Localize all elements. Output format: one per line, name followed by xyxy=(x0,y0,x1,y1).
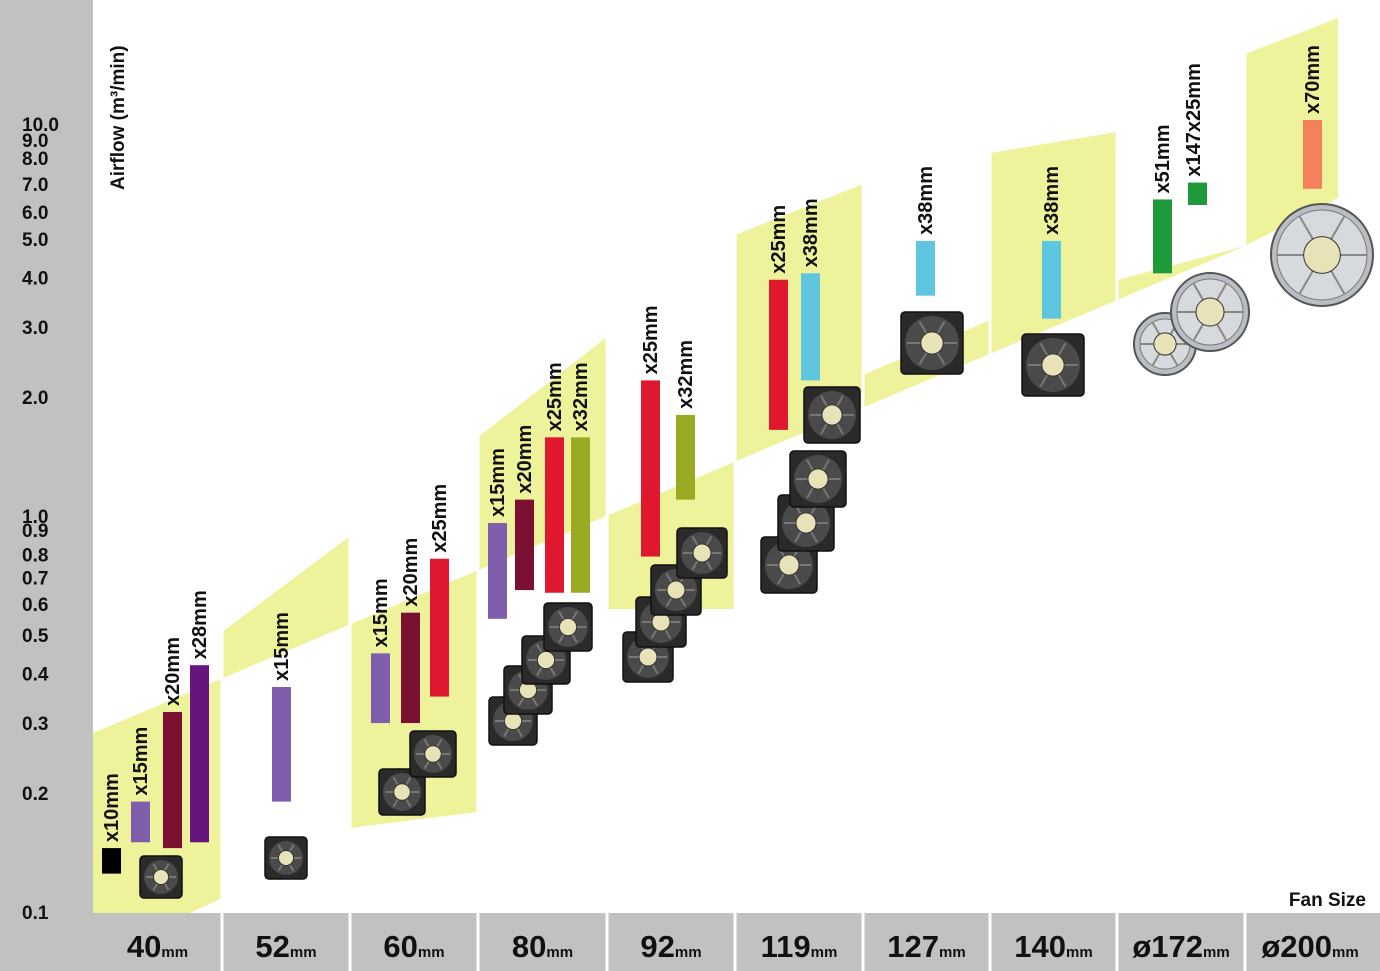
fan-140mm-icon xyxy=(1021,333,1085,397)
y-tick-label: 10.0 xyxy=(22,115,59,136)
y-tick-label: 0.9 xyxy=(22,521,48,542)
bar-60mm-x20mm xyxy=(401,612,420,724)
y-tick-label: 1.0 xyxy=(22,507,48,528)
bar-ø200mm-x70mm xyxy=(1303,120,1322,189)
bar-40mm-x10mm xyxy=(102,848,121,874)
bar-92mm-x32mm xyxy=(676,414,695,500)
bar-label: x20mm xyxy=(162,637,184,706)
y-tick-label: 9.0 xyxy=(22,131,48,152)
y-tick-label: 6.0 xyxy=(22,203,48,224)
fan-200mm-icon xyxy=(1270,203,1374,307)
fan-80mm-icon xyxy=(543,602,593,652)
bar-label: x25mm xyxy=(640,305,662,374)
bar-label: x15mm xyxy=(271,612,293,681)
bar-60mm-x25mm xyxy=(430,558,449,697)
fan-92mm-icon xyxy=(650,564,702,616)
y-tick-label: 0.2 xyxy=(22,784,48,805)
bar-label: x25mm xyxy=(429,484,451,553)
fan-127mm-icon xyxy=(900,311,964,375)
y-tick-label: 7.0 xyxy=(22,175,48,196)
bar-label: x51mm xyxy=(1152,125,1174,194)
fan-119mm-icon xyxy=(789,450,847,508)
bar-label: x20mm xyxy=(400,538,422,607)
category-label: 119mm xyxy=(761,929,838,964)
y-tick-label: 0.6 xyxy=(22,595,48,616)
bar-ø172mm-x147x25mm xyxy=(1188,182,1207,206)
bar-ø172mm-x51mm xyxy=(1153,199,1172,274)
category-label: 40mm xyxy=(127,929,188,964)
y-tick-label: 5.0 xyxy=(22,230,48,251)
bar-label: x25mm xyxy=(768,205,790,274)
y-tick-label: 0.4 xyxy=(22,665,49,686)
bar-80mm-x20mm xyxy=(515,499,534,591)
fan-52mm-icon xyxy=(264,836,308,880)
category-label: 52mm xyxy=(255,929,316,964)
bar-label: x70mm xyxy=(1302,45,1324,114)
category-label: 140mm xyxy=(1014,929,1092,964)
bar-140mm-x38mm xyxy=(1042,240,1061,319)
fan-119mm-icon xyxy=(803,386,861,444)
bar-119mm-x25mm xyxy=(769,279,788,430)
bar-label: x25mm xyxy=(544,362,566,431)
bar-label: x15mm xyxy=(487,448,509,517)
fan-92mm-icon xyxy=(676,527,728,579)
bar-40mm-x15mm xyxy=(131,801,150,843)
x-axis-title: Fan Size xyxy=(1289,890,1366,911)
category-label: ø200mm xyxy=(1261,929,1358,964)
bar-80mm-x25mm xyxy=(545,437,564,593)
bar-label: x38mm xyxy=(1041,166,1063,235)
bar-label: x38mm xyxy=(800,198,822,267)
y-tick-label: 4.0 xyxy=(22,269,48,290)
bar-92mm-x25mm xyxy=(641,380,660,557)
category-label: 60mm xyxy=(383,929,444,964)
category-label: 92mm xyxy=(640,929,701,964)
bar-label: x28mm xyxy=(189,590,211,659)
fan-60mm-icon xyxy=(378,768,426,816)
y-tick-label: 0.8 xyxy=(22,545,48,566)
bar-80mm-x32mm xyxy=(571,437,590,593)
y-axis-panel xyxy=(0,0,93,971)
bar-label: x15mm xyxy=(370,578,392,647)
category-label: 80mm xyxy=(512,929,573,964)
category-label: 127mm xyxy=(887,929,965,964)
bar-label: x147x25mm xyxy=(1183,63,1205,176)
bar-label: x15mm xyxy=(130,727,152,796)
bar-80mm-x15mm xyxy=(488,523,507,619)
bar-60mm-x15mm xyxy=(371,653,390,724)
bar-40mm-x28mm xyxy=(190,665,209,843)
bar-40mm-x20mm xyxy=(163,711,182,849)
y-tick-label: 0.5 xyxy=(22,626,49,647)
fan-172mm-icon xyxy=(1170,272,1250,352)
category-label: ø172mm xyxy=(1132,929,1229,964)
bar-label: x10mm xyxy=(101,773,123,842)
y-tick-label: 3.0 xyxy=(22,318,48,339)
bar-119mm-x38mm xyxy=(801,273,820,381)
bar-label: x32mm xyxy=(570,362,592,431)
y-axis-title: Airflow (m³/min) xyxy=(108,45,129,190)
bar-label: x20mm xyxy=(514,425,536,494)
bar-label: x32mm xyxy=(675,340,697,409)
y-tick-label: 2.0 xyxy=(22,388,48,409)
y-tick-label: 0.1 xyxy=(22,903,49,924)
y-tick-label: 8.0 xyxy=(22,149,48,170)
fan-60mm-icon xyxy=(409,730,457,778)
bar-52mm-x15mm xyxy=(272,686,291,802)
bar-label: x38mm xyxy=(915,166,937,235)
fan-40mm-icon xyxy=(139,855,183,899)
bar-127mm-x38mm xyxy=(916,240,935,296)
y-tick-label: 0.3 xyxy=(22,714,48,735)
y-tick-label: 0.7 xyxy=(22,568,48,589)
